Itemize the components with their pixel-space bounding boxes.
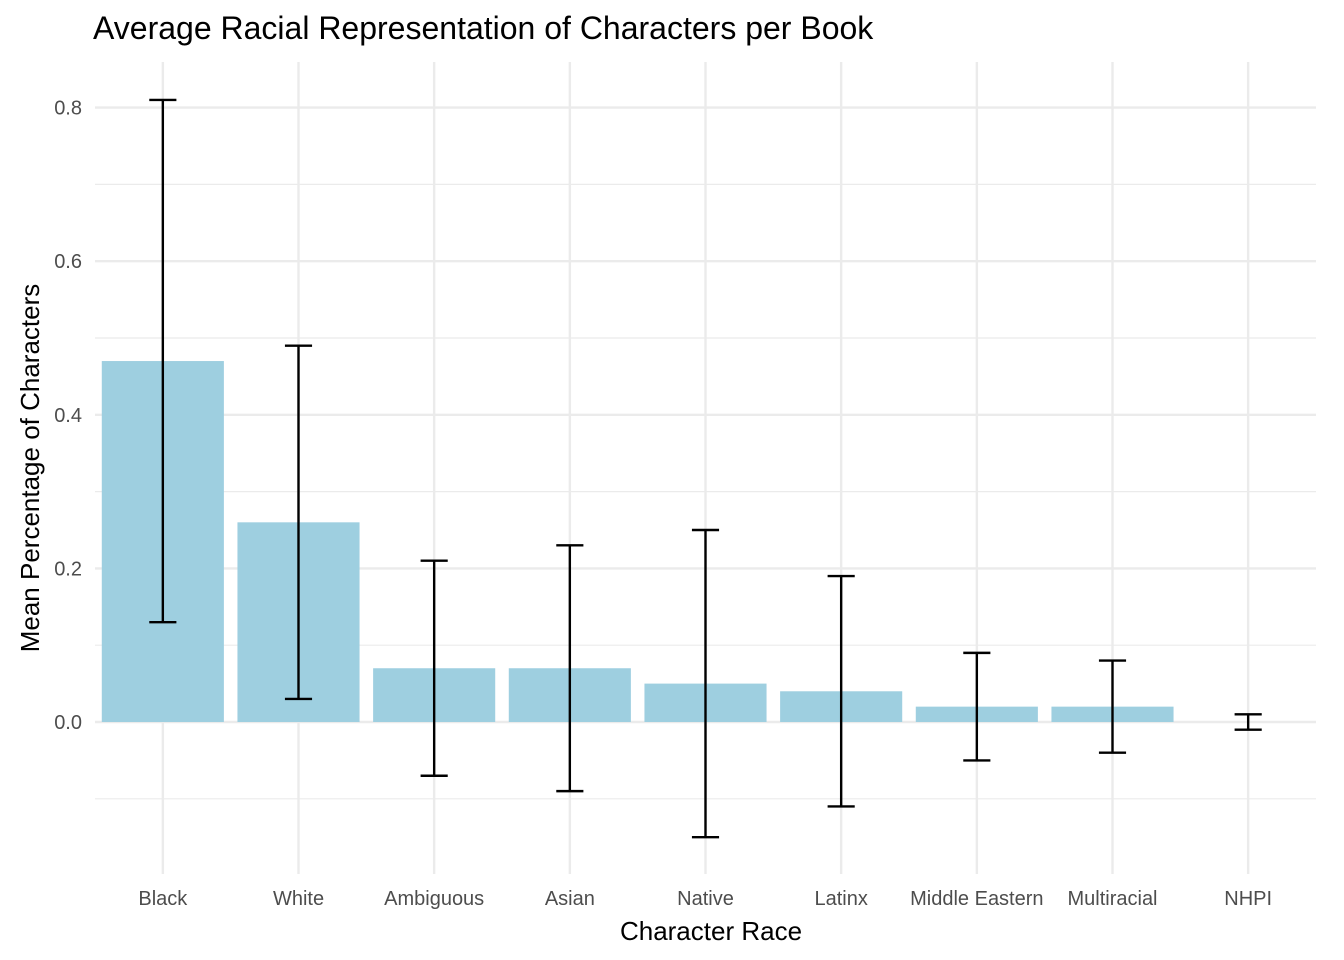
error-bar bbox=[556, 544, 584, 793]
y-tick-label: 0.6 bbox=[54, 251, 82, 273]
error-bar bbox=[1098, 659, 1127, 754]
x-axis-title: Character Race bbox=[620, 916, 802, 946]
x-tick-label: Asian bbox=[545, 888, 595, 910]
error-bar bbox=[284, 344, 313, 701]
error-bar bbox=[149, 98, 177, 624]
error-bars bbox=[149, 98, 1262, 839]
y-axis-ticks: 0.0 0.2 0.4 0.6 0.8 bbox=[54, 98, 82, 734]
y-tick-label: 0.2 bbox=[54, 558, 82, 580]
x-axis-ticks: Black White Ambiguous Asian Native Latinx Midd… bbox=[138, 888, 1272, 910]
error-bar bbox=[963, 651, 991, 762]
error-bar bbox=[691, 528, 720, 839]
x-tick-label: Black bbox=[138, 888, 188, 910]
x-tick-label: NHPI bbox=[1224, 888, 1272, 910]
x-tick-label: Middle Eastern bbox=[910, 888, 1043, 910]
x-tick-label: Ambiguous bbox=[384, 888, 484, 910]
y-tick-label: 0.4 bbox=[54, 405, 82, 427]
x-tick-label: Latinx bbox=[814, 888, 867, 910]
y-tick-label: 0.0 bbox=[54, 712, 82, 734]
x-tick-label: Native bbox=[677, 888, 734, 910]
y-axis-title: Mean Percentage of Characters bbox=[15, 284, 45, 653]
chart-title: Average Racial Representation of Charact… bbox=[93, 10, 874, 46]
error-bar bbox=[827, 574, 855, 808]
x-tick-label: White bbox=[273, 888, 324, 910]
y-tick-label: 0.8 bbox=[54, 98, 82, 120]
x-tick-label: Multiracial bbox=[1067, 888, 1157, 910]
error-bar bbox=[420, 559, 448, 777]
error-bar bbox=[1234, 713, 1262, 731]
